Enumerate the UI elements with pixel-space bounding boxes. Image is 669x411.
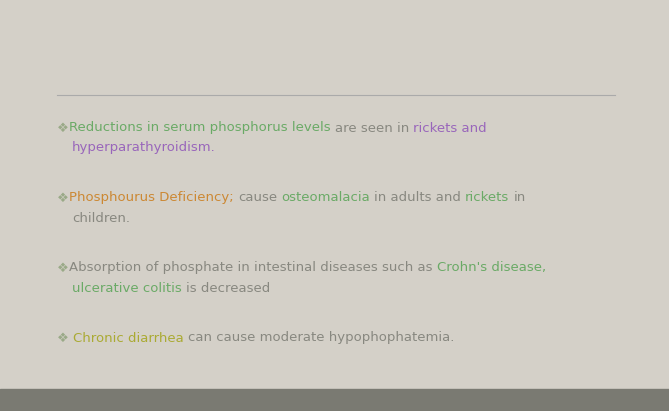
Text: rickets and: rickets and <box>413 122 487 134</box>
Text: cause: cause <box>237 192 277 205</box>
Text: ulcerative colitis: ulcerative colitis <box>72 282 182 295</box>
Text: ❖: ❖ <box>57 261 69 275</box>
Text: ❖: ❖ <box>57 122 69 134</box>
Text: osteomalacia: osteomalacia <box>281 192 370 205</box>
Text: Reductions in serum phosphorus levels: Reductions in serum phosphorus levels <box>69 122 330 134</box>
Bar <box>0 389 669 411</box>
Text: Absorption of phosphate in intestinal diseases such as: Absorption of phosphate in intestinal di… <box>69 261 432 275</box>
Text: in: in <box>514 192 526 205</box>
Text: are seen in: are seen in <box>334 122 409 134</box>
Text: Phosphourus Deficiency;: Phosphourus Deficiency; <box>69 192 233 205</box>
Text: is decreased: is decreased <box>186 282 270 295</box>
Text: ❖: ❖ <box>57 192 69 205</box>
Text: can cause moderate hypophophatemia.: can cause moderate hypophophatemia. <box>188 332 454 344</box>
Text: children.: children. <box>72 212 130 224</box>
Text: rickets: rickets <box>465 192 510 205</box>
Text: Chronic diarrhea: Chronic diarrhea <box>73 332 184 344</box>
Text: ❖: ❖ <box>57 332 73 344</box>
Text: hyperparathyroidism.: hyperparathyroidism. <box>72 141 215 155</box>
Text: Crohn's disease,: Crohn's disease, <box>437 261 546 275</box>
Text: in adults and: in adults and <box>374 192 461 205</box>
